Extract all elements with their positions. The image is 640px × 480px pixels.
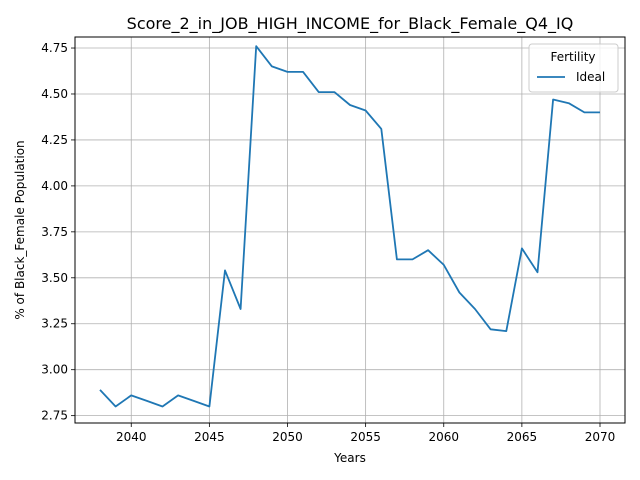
y-tick-label: 4.25	[41, 133, 68, 147]
x-tick-label: 2045	[194, 430, 225, 444]
y-axis-label: % of Black_Female Population	[13, 140, 27, 319]
y-tick-label: 3.75	[41, 225, 68, 239]
y-tick-label: 2.75	[41, 409, 68, 423]
x-tick-label: 2070	[585, 430, 616, 444]
x-tick-label: 2040	[116, 430, 147, 444]
legend-title: Fertility	[550, 50, 595, 64]
y-axis-ticks: 2.75 3.00 3.25 3.50 3.75 4.00 4.25 4.50 4.75	[41, 41, 75, 423]
plot-area-frame	[74, 36, 626, 424]
x-axis-label: Years	[333, 451, 366, 465]
legend: Fertility Ideal	[528, 43, 619, 93]
grid	[75, 37, 625, 423]
x-tick-label: 2065	[507, 430, 538, 444]
y-tick-label: 3.00	[41, 363, 68, 377]
x-tick-label: 2055	[350, 430, 381, 444]
y-tick-label: 4.00	[41, 179, 68, 193]
series-line-ideal	[99, 45, 600, 408]
chart-title: Score_2_in_JOB_HIGH_INCOME_for_Black_Fem…	[127, 14, 574, 34]
y-tick-label: 3.25	[41, 317, 68, 331]
series-lines	[99, 45, 600, 408]
x-tick-label: 2050	[272, 430, 303, 444]
y-tick-label: 4.75	[41, 41, 68, 55]
legend-label-ideal: Ideal	[576, 70, 605, 84]
x-tick-label: 2060	[428, 430, 459, 444]
y-tick-label: 3.50	[41, 271, 68, 285]
x-axis-ticks: 2040 2045 2050 2055 2060 2065 2070	[116, 423, 615, 444]
y-tick-label: 4.50	[41, 87, 68, 101]
legend-box	[528, 43, 619, 93]
